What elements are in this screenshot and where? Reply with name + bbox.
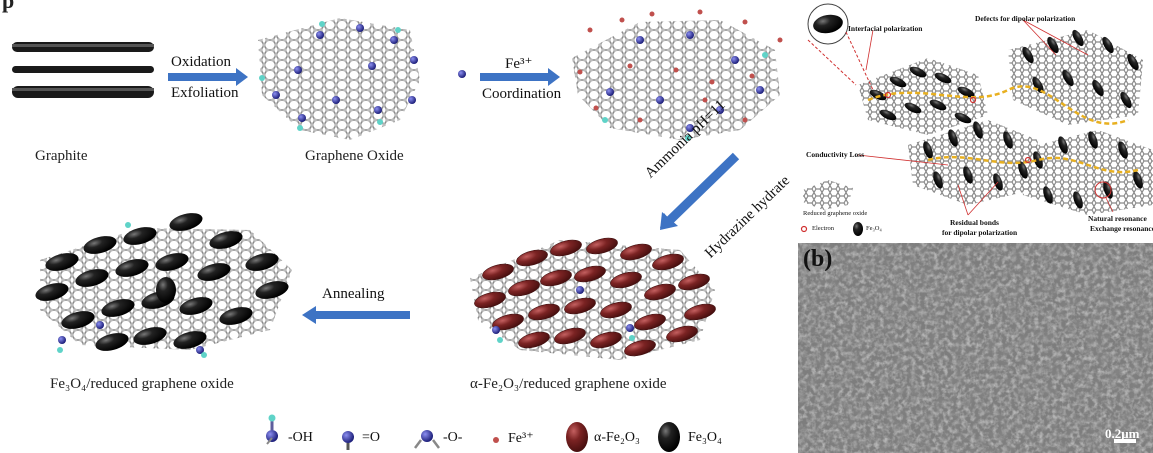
sem-texture <box>798 243 1153 453</box>
label-natural-resonance: Natural resonance <box>1088 214 1147 223</box>
label-graphene-oxide: Graphene Oxide <box>305 148 404 164</box>
label-residual-bonds: Residual bonds <box>950 218 999 227</box>
legend-double-o: =O <box>362 430 381 445</box>
arrow-oxidation <box>168 68 248 86</box>
fe-coordinated-sheet <box>572 9 783 141</box>
label-fe3o4-rgo: Fe₃O₄/reduced graphene oxide <box>50 376 234 392</box>
scale-bar <box>1114 439 1136 443</box>
legend-icons <box>266 414 680 452</box>
sem-micrograph <box>798 243 1153 453</box>
legend-fe3-ion: Fe³⁺ <box>508 431 534 446</box>
partial-title: p <box>2 0 15 13</box>
label-fe2o3-rgo: α-Fe₂O₃/reduced graphene oxide <box>470 376 667 392</box>
label-annealing: Annealing <box>322 286 385 302</box>
label-defects-dipolar: Defects for dipolar polarization <box>975 14 1076 23</box>
mechanism-panel <box>800 3 1153 236</box>
label-coordination: Coordination <box>482 86 562 102</box>
label-exfoliation: Exfoliation <box>171 85 239 101</box>
label-fe3-ion: Fe³⁺ <box>505 56 533 72</box>
label-interfacial-polarization: Interfacial polarization <box>848 24 923 33</box>
fe3o4-rgo-sheet <box>35 213 292 358</box>
label-exchange-resonance: Exchange resonance <box>1090 224 1153 233</box>
graphene-oxide-sheet <box>258 18 466 140</box>
synthesis-scheme <box>12 9 783 452</box>
label-oxidation: Oxidation <box>171 54 231 70</box>
panel-b-label: (b) <box>803 246 833 272</box>
arrow-annealing <box>302 306 410 324</box>
graphite-layers <box>12 42 154 98</box>
legend-fe2o3: α-Fe₂O₃ <box>594 430 640 445</box>
arrow-coordination <box>480 68 560 86</box>
legend-single-o: -O- <box>443 430 463 445</box>
label-conductivity-loss: Conductivity Loss <box>806 150 865 159</box>
legend-oh: -OH <box>288 430 313 445</box>
label-graphite: Graphite <box>35 148 88 164</box>
label-reduced-graphene-oxide: Reduced graphene oxide <box>803 210 868 217</box>
label-electron: Electron <box>812 225 835 232</box>
scale-bar-label: 0.2μm <box>1105 426 1140 441</box>
legend-fe3o4: Fe₃O₄ <box>688 430 722 445</box>
label-fe3o4-legend-a: Fe₃O₄ <box>866 225 882 232</box>
fe2o3-rgo-sheet <box>470 237 716 360</box>
label-residual-dipolar: for dipolar polarization <box>942 228 1018 237</box>
